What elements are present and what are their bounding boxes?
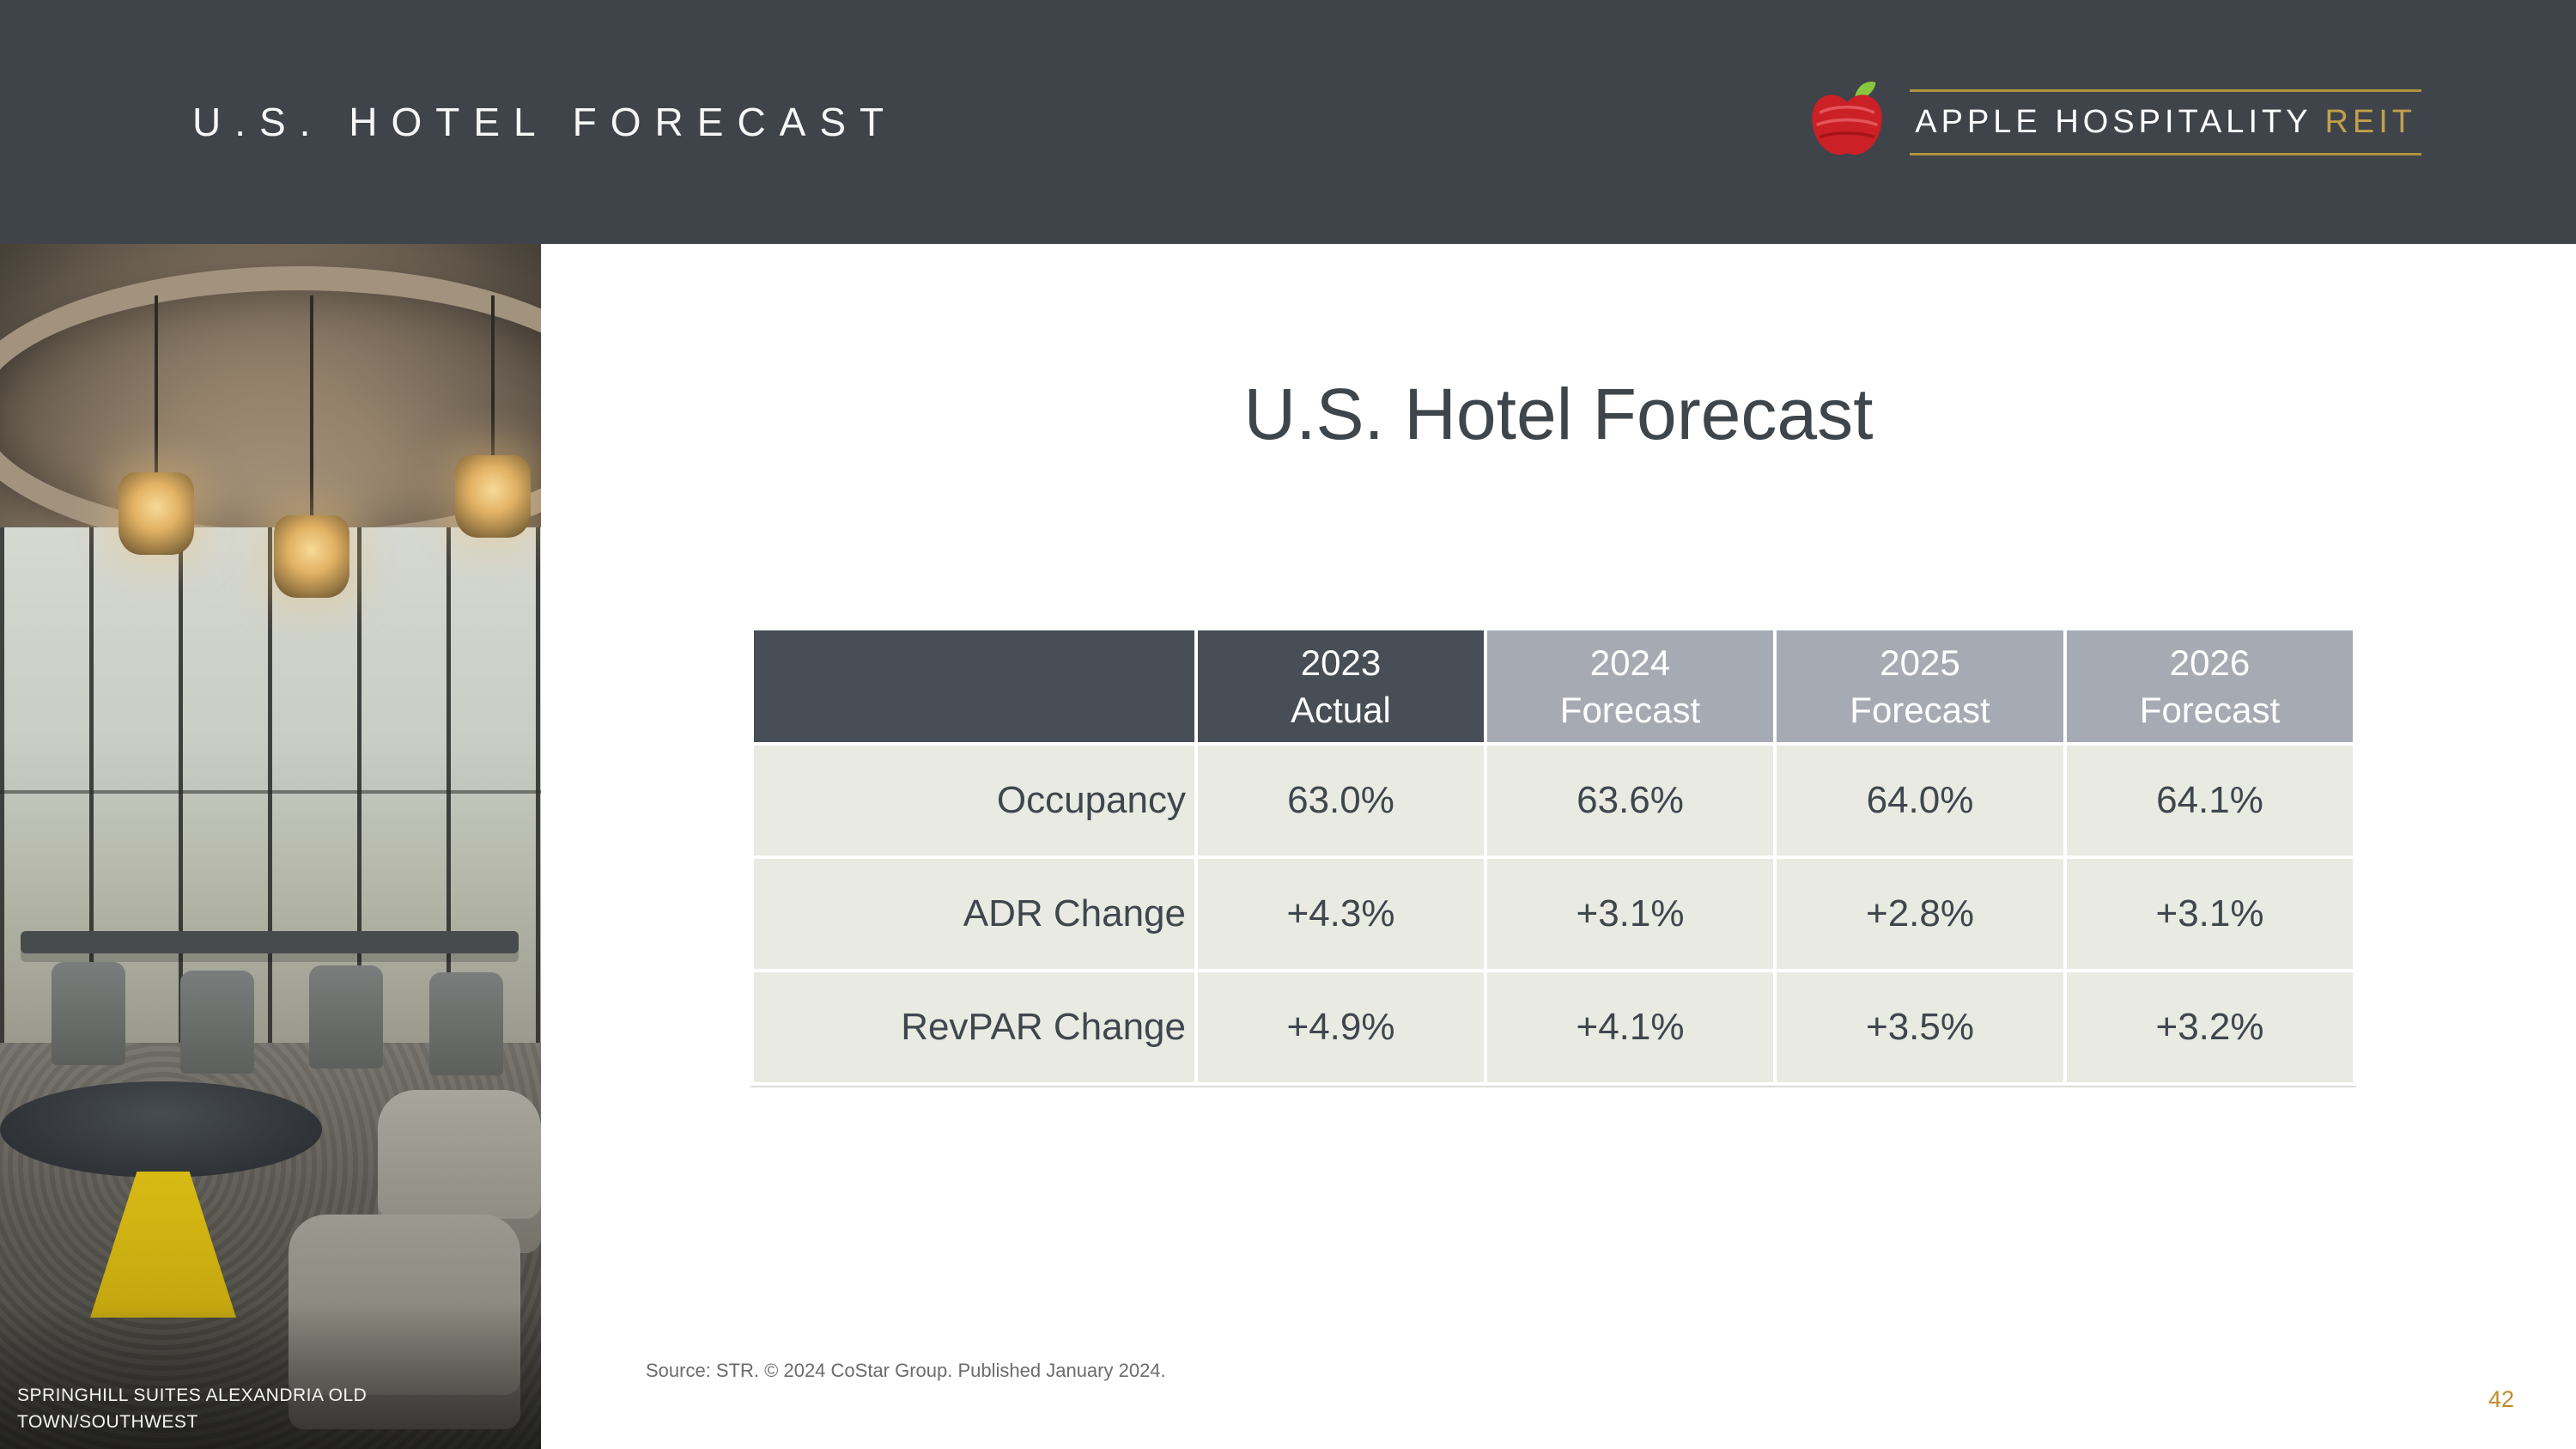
- photo-caption-scrim: [0, 1303, 541, 1449]
- page-number: 42: [2488, 1386, 2514, 1412]
- apple-logo-icon: [1812, 82, 1882, 155]
- value-cell: +3.1%: [1484, 855, 1777, 972]
- forecast-table: 2023 Actual 2024 Forecast 2025 Forecast …: [750, 627, 2356, 1086]
- table-row-revpar-change: RevPAR Change +4.9% +4.1% +3.5% +3.2%: [750, 969, 2356, 1086]
- table-corner-cell: [750, 627, 1198, 746]
- coffee-table-top: [0, 1081, 322, 1178]
- lamp-cord: [310, 295, 313, 519]
- header-bar: U.S. HOTEL FORECAST APPLE HOSPITALITY RE…: [0, 0, 2576, 244]
- value-cell: 63.6%: [1484, 742, 1777, 859]
- dining-chair: [309, 965, 383, 1068]
- row-label-cell: ADR Change: [750, 855, 1198, 972]
- dining-chair: [52, 962, 125, 1065]
- lamp-cord: [155, 295, 158, 476]
- company-logo-text: APPLE HOSPITALITY REIT: [1910, 88, 2421, 155]
- source-note: Source: STR. © 2024 CoStar Group. Publis…: [646, 1360, 1166, 1381]
- col-header-2025-forecast: 2025 Forecast: [1773, 627, 2067, 746]
- value-cell: +3.2%: [2063, 969, 2356, 1086]
- row-label-cell: Occupancy: [750, 742, 1198, 859]
- photo-caption: SPRINGHILL SUITES ALEXANDRIA OLD TOWN/SO…: [17, 1383, 367, 1435]
- table-header-row: 2023 Actual 2024 Forecast 2025 Forecast …: [750, 627, 2356, 746]
- value-cell: +4.3%: [1194, 855, 1487, 972]
- pendant-lamp-icon: [118, 472, 194, 555]
- col-header-2023-actual: 2023 Actual: [1194, 627, 1487, 746]
- value-cell: 64.1%: [2063, 742, 2356, 859]
- table-row-adr-change: ADR Change +4.3% +3.1% +2.8% +3.1%: [750, 855, 2356, 972]
- col-header-2024-forecast: 2024 Forecast: [1484, 627, 1777, 746]
- value-cell: +4.1%: [1484, 969, 1777, 1086]
- col-header-2026-forecast: 2026 Forecast: [2063, 627, 2356, 746]
- company-logo: APPLE HOSPITALITY REIT: [1801, 76, 2421, 167]
- photo-caption-line1: SPRINGHILL SUITES ALEXANDRIA OLD: [17, 1385, 368, 1406]
- slide-title: U.S. Hotel Forecast: [1243, 374, 1874, 454]
- value-cell: 63.0%: [1194, 742, 1487, 859]
- hotel-lobby-photo: SPRINGHILL SUITES ALEXANDRIA OLD TOWN/SO…: [0, 244, 541, 1449]
- value-cell: +2.8%: [1773, 855, 2067, 972]
- header-title: U.S. HOTEL FORECAST: [192, 100, 898, 144]
- value-cell: +3.5%: [1773, 969, 2067, 1086]
- lamp-cord: [491, 295, 495, 459]
- value-cell: 64.0%: [1773, 742, 2067, 859]
- value-cell: +3.1%: [2063, 855, 2356, 972]
- pendant-lamp-icon: [455, 455, 531, 538]
- value-cell: +4.9%: [1194, 969, 1487, 1086]
- dining-chair: [429, 972, 503, 1075]
- table-row-occupancy: Occupancy 63.0% 63.6% 64.0% 64.1%: [750, 742, 2356, 859]
- photo-caption-line2: TOWN/SOUTHWEST: [17, 1411, 198, 1432]
- dining-table: [21, 931, 519, 953]
- row-label-cell: RevPAR Change: [750, 969, 1198, 1086]
- logo-name-primary: APPLE HOSPITALITY: [1915, 103, 2312, 140]
- pendant-lamp-icon: [274, 515, 349, 598]
- dining-chair: [180, 971, 254, 1074]
- logo-name-accent: REIT: [2324, 103, 2416, 140]
- main-content: U.S. Hotel Forecast 2023 Actual 2024: [541, 244, 2576, 1449]
